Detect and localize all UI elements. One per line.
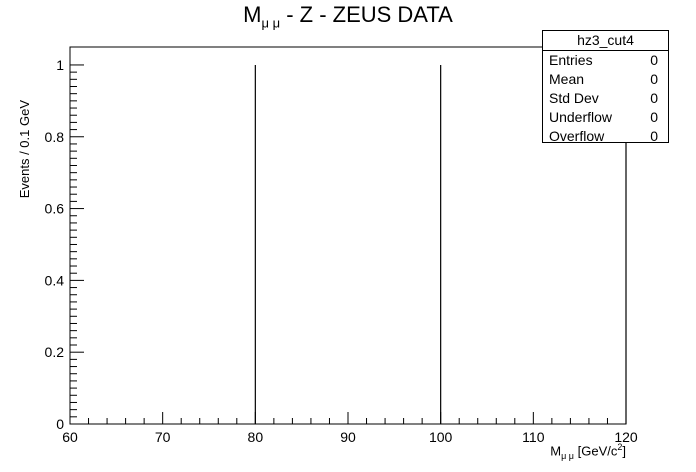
x-label-sub: μ μ — [561, 450, 574, 461]
stats-label: Mean — [549, 71, 585, 87]
x-axis-label: Mμ μ [GeV/c2] — [550, 442, 626, 461]
stats-value: 0 — [650, 90, 658, 106]
stats-label: Entries — [549, 52, 593, 68]
chart-title: Mμ μ - Z - ZEUS DATA — [0, 2, 696, 30]
y-tick-label: 0.4 — [45, 272, 65, 288]
stats-label: Std Dev — [549, 90, 599, 106]
stats-row: Entries 0 — [543, 51, 668, 70]
stats-row: Std Dev 0 — [543, 89, 668, 108]
x-tick-label: 100 — [429, 429, 453, 445]
title-subscript: μ μ — [261, 15, 281, 31]
y-axis-label: Events / 0.1 GeV — [17, 100, 32, 199]
x-tick-label: 70 — [155, 429, 171, 445]
stats-row: Overflow 0 — [543, 127, 668, 146]
stats-label: Overflow — [549, 128, 605, 144]
y-tick-label: 0.6 — [45, 201, 65, 217]
y-tick-label: 0 — [56, 416, 64, 432]
x-label-main: M — [550, 443, 562, 459]
stats-value: 0 — [650, 71, 658, 87]
y-tick-label: 0.8 — [45, 129, 65, 145]
x-tick-label: 110 — [522, 429, 545, 445]
stats-value: 0 — [650, 109, 658, 125]
stats-label: Underflow — [549, 109, 613, 125]
stats-value: 0 — [650, 128, 658, 144]
x-tick-label: 60 — [62, 429, 78, 445]
x-label-sup: 2 — [617, 442, 623, 452]
stats-title: hz3_cut4 — [543, 31, 668, 51]
x-tick-label: 80 — [248, 429, 264, 445]
title-main: M — [243, 2, 262, 27]
x-tick-label: 120 — [614, 429, 638, 445]
stats-value: 0 — [650, 52, 658, 68]
y-tick-label: 1 — [56, 57, 64, 73]
x-tick-label: 90 — [340, 429, 356, 445]
stats-row: Underflow 0 — [543, 108, 668, 127]
x-label-end: ] — [622, 443, 626, 459]
x-label-unit: [GeV/c — [574, 443, 618, 459]
stats-row: Mean 0 — [543, 70, 668, 89]
stats-box: hz3_cut4 Entries 0 Mean 0 Std Dev 0 Underfl… — [542, 30, 669, 146]
y-tick-label: 0.2 — [45, 344, 65, 360]
title-rest: - Z - ZEUS DATA — [280, 2, 453, 27]
